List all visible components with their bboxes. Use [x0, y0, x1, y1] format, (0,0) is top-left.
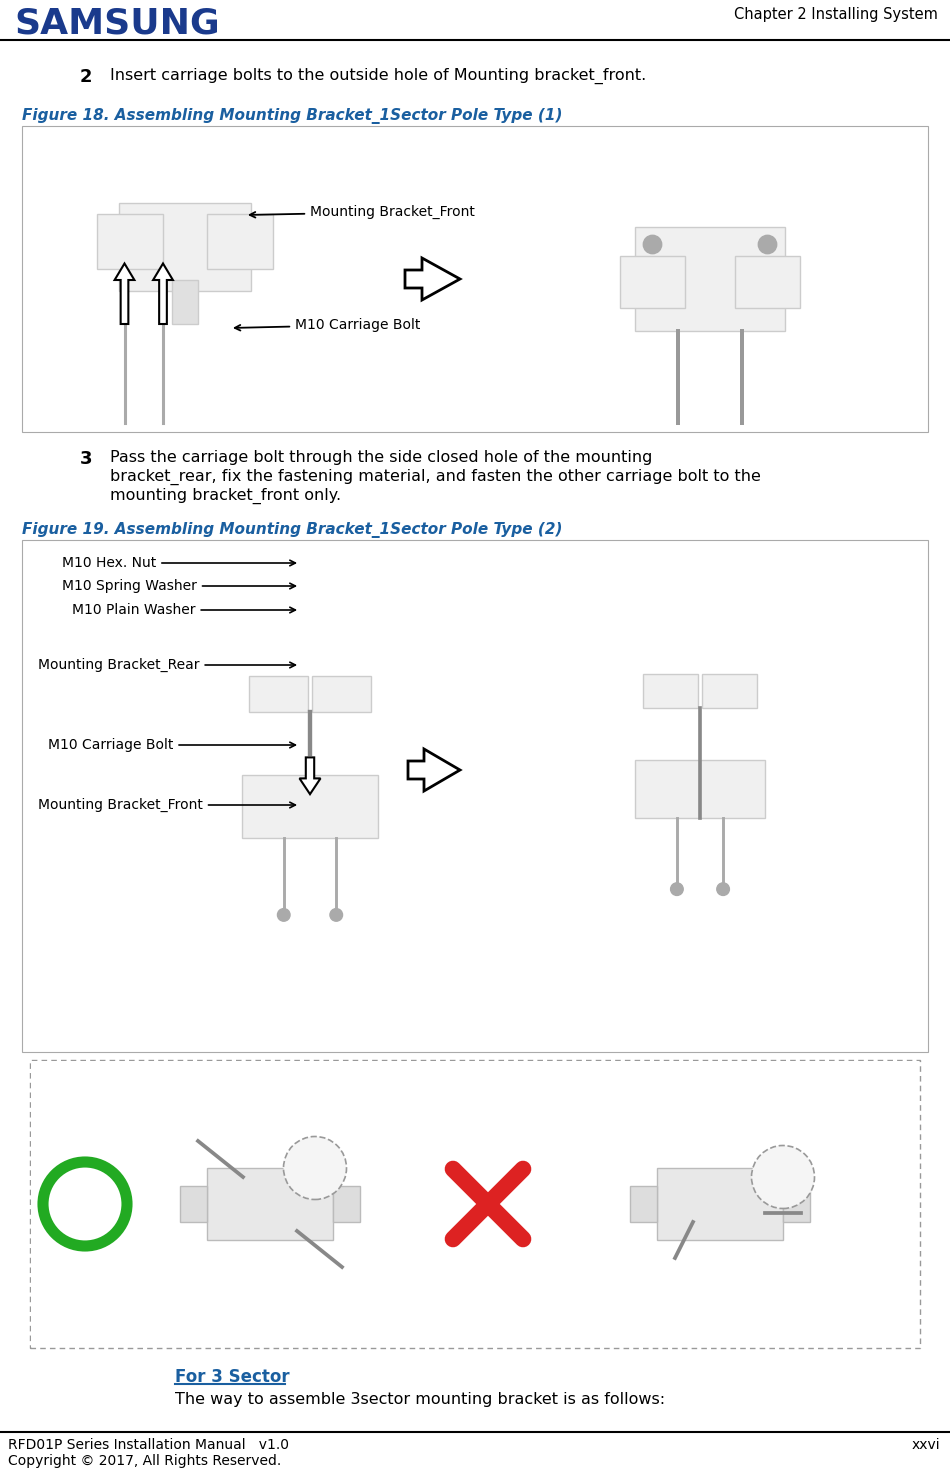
- Text: Chapter 2 Installing System: Chapter 2 Installing System: [734, 7, 938, 22]
- Text: RFD01P Series Installation Manual   v1.0: RFD01P Series Installation Manual v1.0: [8, 1438, 289, 1451]
- Text: Mounting Bracket_Front: Mounting Bracket_Front: [250, 206, 475, 219]
- Bar: [657, 1168, 783, 1240]
- Text: bracket_rear, fix the fastening material, and fasten the other carriage bolt to : bracket_rear, fix the fastening material…: [110, 469, 761, 485]
- Bar: [313, 676, 370, 712]
- Bar: [31, 1061, 919, 1347]
- Bar: [702, 674, 757, 708]
- Bar: [636, 228, 785, 331]
- Text: Mounting Bracket_Rear: Mounting Bracket_Rear: [38, 658, 295, 673]
- Circle shape: [643, 235, 662, 254]
- Text: SAMSUNG: SAMSUNG: [14, 6, 219, 40]
- Bar: [207, 214, 273, 269]
- Circle shape: [277, 909, 290, 921]
- Text: Figure 18. Assembling Mounting Bracket_1Sector Pole Type (1): Figure 18. Assembling Mounting Bracket_1…: [22, 109, 562, 123]
- Circle shape: [717, 883, 730, 896]
- Bar: [783, 1185, 810, 1222]
- Text: Insert carriage bolts to the outside hole of Mounting bracket_front.: Insert carriage bolts to the outside hol…: [110, 68, 646, 84]
- Bar: [180, 1185, 207, 1222]
- Bar: [249, 676, 308, 712]
- Bar: [635, 759, 765, 818]
- Bar: [172, 281, 199, 325]
- Circle shape: [671, 883, 683, 896]
- Bar: [22, 126, 928, 432]
- Text: For 3 Sector: For 3 Sector: [175, 1368, 290, 1385]
- Bar: [333, 1185, 360, 1222]
- Circle shape: [751, 1146, 814, 1209]
- FancyArrow shape: [115, 263, 134, 325]
- Circle shape: [330, 909, 343, 921]
- Bar: [735, 256, 800, 307]
- Text: 2: 2: [80, 68, 92, 87]
- Text: mounting bracket_front only.: mounting bracket_front only.: [110, 488, 341, 504]
- Text: xxvi: xxvi: [911, 1438, 940, 1451]
- Bar: [643, 674, 698, 708]
- FancyArrow shape: [153, 263, 173, 325]
- Circle shape: [758, 235, 777, 254]
- FancyArrow shape: [299, 758, 320, 795]
- Text: M10 Carriage Bolt: M10 Carriage Bolt: [235, 317, 420, 332]
- Text: M10 Hex. Nut: M10 Hex. Nut: [62, 555, 295, 570]
- FancyArrow shape: [408, 749, 460, 790]
- Bar: [97, 214, 163, 269]
- Text: Pass the carriage bolt through the side closed hole of the mounting: Pass the carriage bolt through the side …: [110, 450, 653, 466]
- Bar: [241, 776, 378, 839]
- Bar: [207, 1168, 333, 1240]
- Text: Mounting Bracket_Front: Mounting Bracket_Front: [38, 798, 295, 812]
- Text: Copyright © 2017, All Rights Reserved.: Copyright © 2017, All Rights Reserved.: [8, 1454, 281, 1468]
- Text: M10 Carriage Bolt: M10 Carriage Bolt: [48, 737, 295, 752]
- Text: 3: 3: [80, 450, 92, 469]
- Bar: [630, 1185, 657, 1222]
- Bar: [620, 256, 685, 307]
- Bar: [30, 1061, 920, 1349]
- Circle shape: [283, 1137, 347, 1200]
- Text: M10 Plain Washer: M10 Plain Washer: [72, 602, 295, 617]
- FancyArrow shape: [405, 259, 460, 300]
- Bar: [119, 203, 251, 291]
- Text: The way to assemble 3sector mounting bracket is as follows:: The way to assemble 3sector mounting bra…: [175, 1393, 665, 1407]
- Bar: [22, 541, 928, 1052]
- Text: M10 Spring Washer: M10 Spring Washer: [62, 579, 295, 593]
- Text: Figure 19. Assembling Mounting Bracket_1Sector Pole Type (2): Figure 19. Assembling Mounting Bracket_1…: [22, 521, 562, 538]
